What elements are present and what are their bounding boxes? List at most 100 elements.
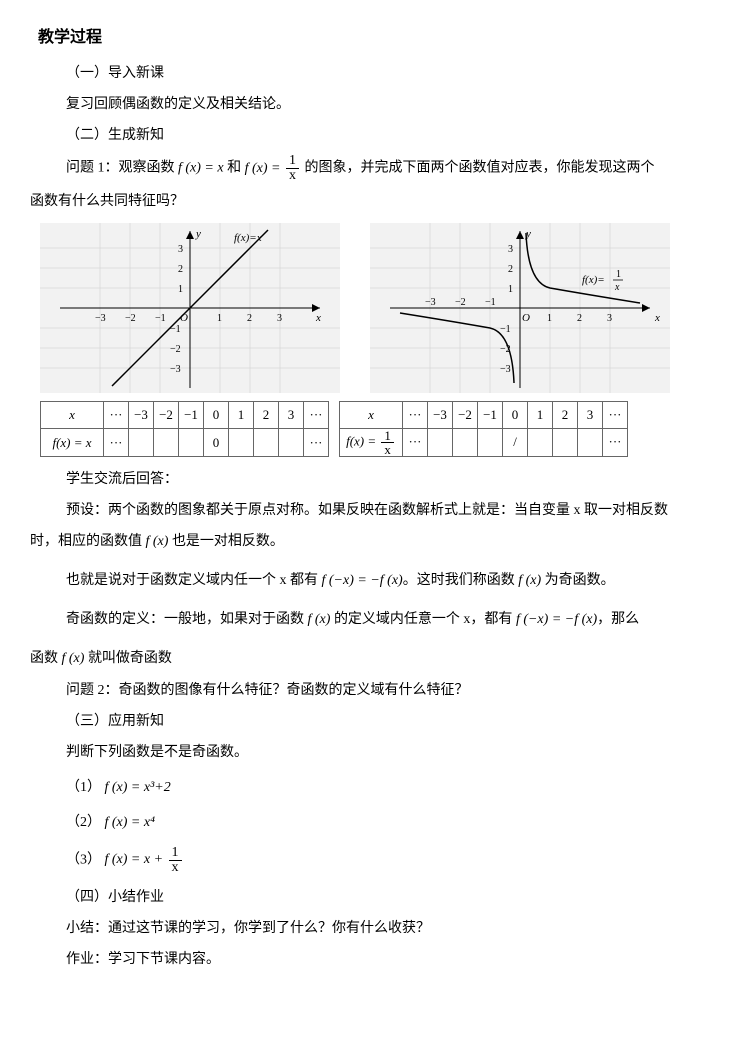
table-row: f(x) = x ··· 0 ··· bbox=[41, 429, 329, 457]
graph-1: y x O f(x)=x −3 −2 −1 1 2 3 1 2 3 −1 −2 … bbox=[40, 223, 340, 393]
t2-frac-den: x bbox=[381, 443, 394, 456]
section-4-p1: 小结：通过这节课的学习，你学到了什么？你有什么收获？ bbox=[66, 916, 705, 941]
t1-r2c7 bbox=[279, 429, 304, 457]
tables-row: x ··· −3 −2 −1 0 1 2 3 ··· f(x) = x ··· … bbox=[40, 401, 705, 457]
t1-r2c1 bbox=[129, 429, 154, 457]
svg-text:−3: −3 bbox=[425, 297, 436, 308]
svg-text:f(x)=: f(x)= bbox=[582, 274, 605, 286]
item-2-num: （2） bbox=[66, 815, 101, 830]
svg-text:−3: −3 bbox=[500, 364, 511, 375]
graph-1-svg: y x O f(x)=x −3 −2 −1 1 2 3 1 2 3 −1 −2 … bbox=[40, 223, 340, 393]
section-2-heading: （二）生成新知 bbox=[66, 123, 705, 148]
list-item: （3） f (x) = x + 1x bbox=[66, 846, 705, 875]
item-3-num: （3） bbox=[66, 852, 101, 867]
graph-2-svg: y x O f(x)= 1 x −3 −2 −1 1 2 3 1 2 3 −1 … bbox=[370, 223, 670, 393]
section-3-heading: （三）应用新知 bbox=[66, 709, 705, 734]
t1-r1c1: −3 bbox=[129, 401, 154, 429]
svg-text:x: x bbox=[614, 282, 620, 293]
frac-num: 1 bbox=[286, 154, 299, 169]
discuss-p2a: 预设：两个函数的图象都关于原点对称。如果反映在函数解析式上就是：当自变量 x 取… bbox=[66, 498, 705, 523]
t1-r2c4: 0 bbox=[204, 429, 229, 457]
math-fx-eq-x: f (x) = x bbox=[178, 161, 224, 176]
t2-r2c1 bbox=[428, 428, 453, 456]
math-fx-3: f (x) bbox=[308, 612, 331, 627]
t1-r2c8: ··· bbox=[304, 429, 329, 457]
math-fx: f (x) bbox=[146, 534, 169, 549]
item-3-frac: 1x bbox=[169, 846, 182, 875]
t2-r1c3: −1 bbox=[478, 401, 503, 428]
p4-c: ，那么 bbox=[597, 612, 639, 627]
svg-text:−1: −1 bbox=[485, 297, 496, 308]
p4-a: 奇函数的定义：一般地，如果对于函数 bbox=[66, 612, 308, 627]
t1-r2c3 bbox=[179, 429, 204, 457]
graphs-row: y x O f(x)=x −3 −2 −1 1 2 3 1 2 3 −1 −2 … bbox=[40, 223, 705, 393]
svg-text:−3: −3 bbox=[95, 313, 106, 324]
item3-frac-num: 1 bbox=[169, 846, 182, 861]
t1-r1c4: 0 bbox=[204, 401, 229, 429]
t1-r1c0: ··· bbox=[104, 401, 129, 429]
q1-mid: 和 bbox=[224, 161, 245, 176]
svg-text:−2: −2 bbox=[455, 297, 466, 308]
svg-text:O: O bbox=[180, 312, 188, 324]
t2-h2: f(x) = 1x bbox=[340, 428, 403, 456]
q1-pre: 问题 1：观察函数 bbox=[66, 161, 178, 176]
discuss-p5: 函数 f (x) 就叫做奇函数 bbox=[30, 646, 705, 671]
t1-r2c2 bbox=[154, 429, 179, 457]
svg-text:x: x bbox=[315, 312, 321, 324]
svg-text:O: O bbox=[522, 312, 530, 324]
frac-den: x bbox=[286, 169, 299, 183]
t2-r2c8: ··· bbox=[603, 428, 628, 456]
table-1: x ··· −3 −2 −1 0 1 2 3 ··· f(x) = x ··· … bbox=[40, 401, 329, 457]
t1-h2: f(x) = x bbox=[41, 429, 104, 457]
svg-text:−2: −2 bbox=[500, 344, 511, 355]
svg-text:y: y bbox=[195, 228, 201, 240]
section-3-p1: 判断下列函数是不是奇函数。 bbox=[66, 740, 705, 765]
svg-text:2: 2 bbox=[178, 264, 183, 275]
p3-a: 也就是说对于函数定义域内任一个 x 都有 bbox=[66, 573, 322, 588]
svg-text:−1: −1 bbox=[170, 324, 181, 335]
svg-text:3: 3 bbox=[508, 244, 513, 255]
t1-r1c2: −2 bbox=[154, 401, 179, 429]
t2-h2-frac: 1x bbox=[381, 429, 394, 456]
question-1-line1: 问题 1：观察函数 f (x) = x 和 f (x) = 1x 的图象，并完成… bbox=[66, 154, 705, 183]
t2-r1c2: −2 bbox=[453, 401, 478, 428]
section-1-p1: 复习回顾偶函数的定义及相关结论。 bbox=[66, 92, 705, 117]
svg-text:2: 2 bbox=[247, 313, 252, 324]
table-2: x ··· −3 −2 −1 0 1 2 3 ··· f(x) = 1x ···… bbox=[339, 401, 628, 457]
svg-text:1: 1 bbox=[508, 284, 513, 295]
p2b-pre: 时，相应的函数值 bbox=[30, 534, 146, 549]
t2-r1c5: 1 bbox=[528, 401, 553, 428]
t1-r2c0: ··· bbox=[104, 429, 129, 457]
svg-text:−2: −2 bbox=[170, 344, 181, 355]
svg-text:y: y bbox=[525, 228, 531, 240]
q1-post: 的图象，并完成下面两个函数值对应表，你能发现这两个 bbox=[301, 161, 655, 176]
svg-text:2: 2 bbox=[508, 264, 513, 275]
svg-text:1: 1 bbox=[547, 313, 552, 324]
t2-r2c6 bbox=[553, 428, 578, 456]
p3-b: 。这时我们称函数 bbox=[403, 573, 519, 588]
t2-r2c5 bbox=[528, 428, 553, 456]
item-1-num: （1） bbox=[66, 780, 101, 795]
svg-text:x: x bbox=[654, 312, 660, 324]
t2-r1c0: ··· bbox=[403, 401, 428, 428]
p5-a: 函数 bbox=[30, 651, 62, 666]
t2-r1c4: 0 bbox=[503, 401, 528, 428]
q1-line2-text: 函数有什么共同特征吗？ bbox=[30, 194, 184, 209]
item-3-expr: f (x) = x + 1x bbox=[105, 852, 184, 867]
t1-r2c5 bbox=[229, 429, 254, 457]
t2-r2c7 bbox=[578, 428, 603, 456]
page-title: 教学过程 bbox=[38, 24, 705, 53]
t2-r1c7: 3 bbox=[578, 401, 603, 428]
t1-r1c7: 3 bbox=[279, 401, 304, 429]
svg-text:f(x)=x: f(x)=x bbox=[234, 232, 262, 244]
item-1-expr: f (x) = x³+2 bbox=[105, 780, 171, 795]
p5-b: 就叫做奇函数 bbox=[84, 651, 172, 666]
svg-text:1: 1 bbox=[616, 269, 621, 280]
p2b-post: 也是一对相反数。 bbox=[168, 534, 284, 549]
question-1-line2: 函数有什么共同特征吗？ bbox=[30, 189, 705, 214]
t2-h1: x bbox=[340, 401, 403, 428]
t2-r2c4: / bbox=[503, 428, 528, 456]
svg-text:1: 1 bbox=[178, 284, 183, 295]
t2-h2-pre: f(x) = bbox=[346, 433, 379, 448]
p3-c: 为奇函数。 bbox=[541, 573, 615, 588]
